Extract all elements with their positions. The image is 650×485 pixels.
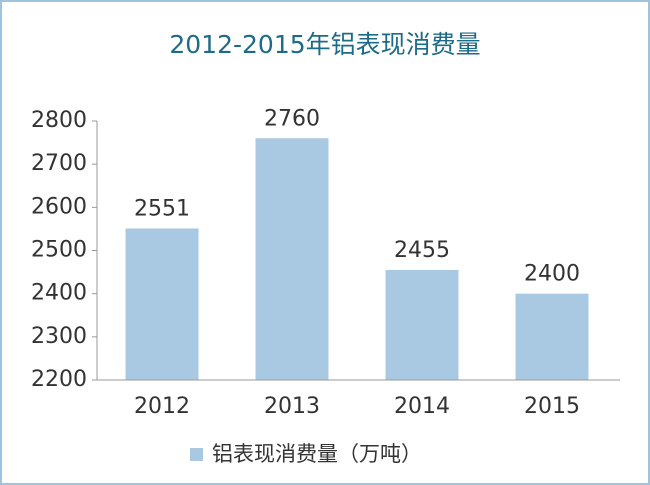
bar: [515, 293, 589, 380]
y-tick-label: 2400: [31, 281, 87, 306]
y-tick-label: 2300: [31, 324, 87, 349]
chart-title: 2012-2015年铝表现消费量: [169, 30, 480, 59]
y-tick-label: 2800: [31, 108, 87, 133]
bar: [125, 228, 199, 380]
y-tick-label: 2600: [31, 194, 87, 219]
legend-label: 铝表现消费量（万吨）: [212, 442, 422, 466]
y-tick-label: 2700: [31, 151, 87, 176]
x-tick-label: 2015: [524, 394, 580, 419]
y-tick-label: 2500: [31, 238, 87, 263]
data-label: 2551: [134, 196, 190, 221]
data-label: 2455: [394, 238, 450, 263]
x-tick-label: 2012: [134, 394, 190, 419]
bar: [385, 269, 459, 380]
bar: [255, 138, 329, 380]
y-tick-label: 2200: [31, 367, 87, 392]
data-label: 2760: [264, 106, 320, 131]
x-tick-label: 2014: [394, 394, 450, 419]
x-tick-label: 2013: [264, 394, 320, 419]
legend-swatch: [190, 448, 203, 461]
data-label: 2400: [524, 262, 580, 287]
